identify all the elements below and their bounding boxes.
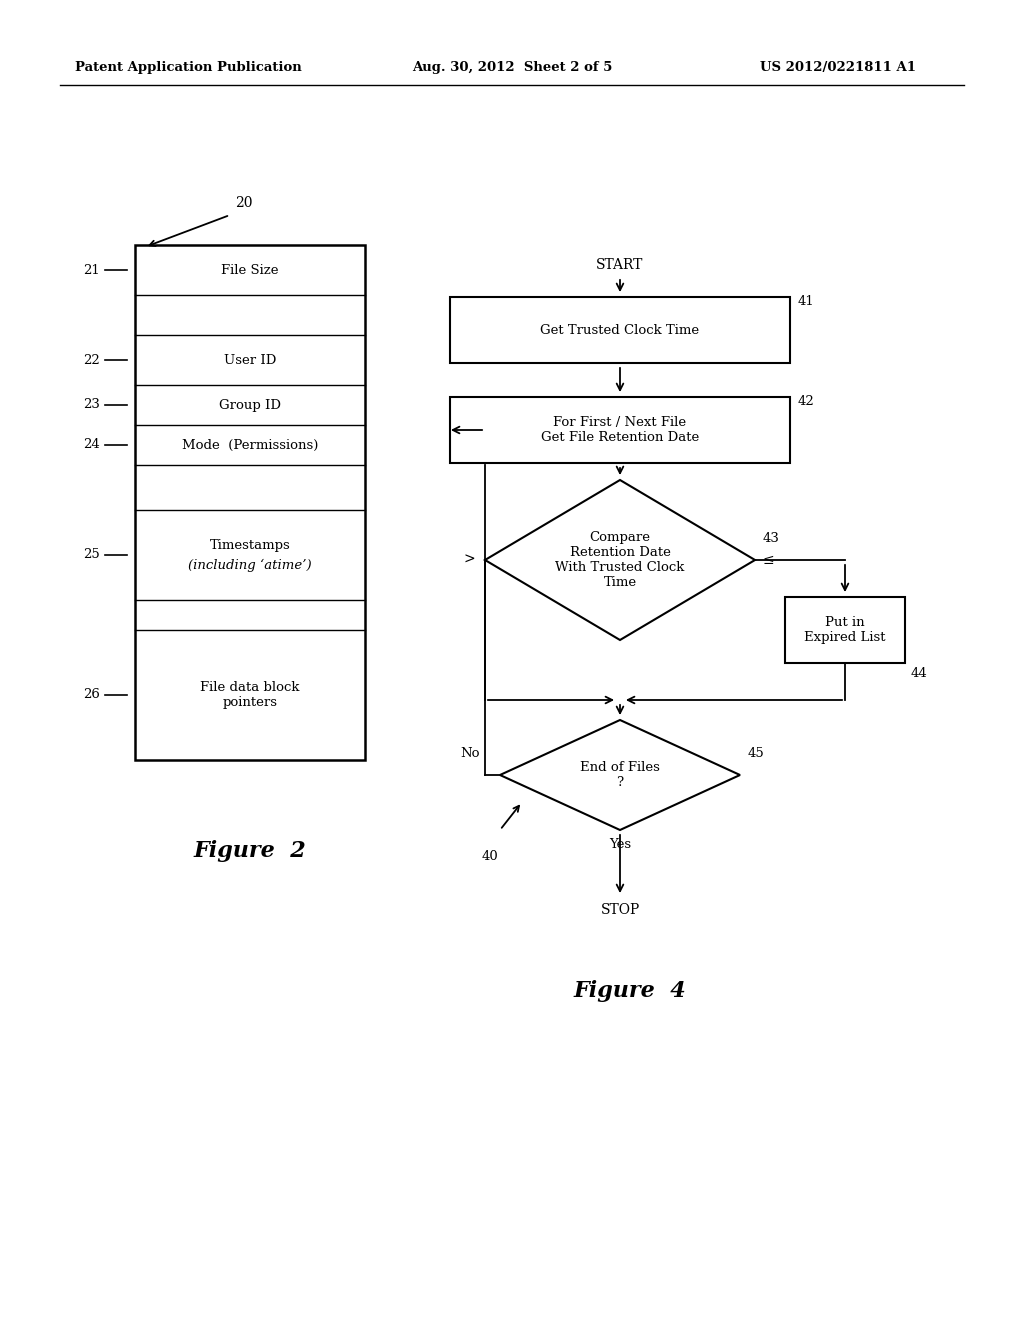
Text: 23: 23 xyxy=(83,399,100,412)
Text: Timestamps: Timestamps xyxy=(210,539,291,552)
Text: STOP: STOP xyxy=(600,903,640,917)
Text: 45: 45 xyxy=(748,747,765,760)
Text: Compare
Retention Date
With Trusted Clock
Time: Compare Retention Date With Trusted Cloc… xyxy=(555,531,685,589)
Text: 24: 24 xyxy=(83,438,100,451)
Text: User ID: User ID xyxy=(224,354,276,367)
Text: 20: 20 xyxy=(234,195,253,210)
Text: 25: 25 xyxy=(83,549,100,561)
Text: Put in
Expired List: Put in Expired List xyxy=(804,616,886,644)
Text: File Size: File Size xyxy=(221,264,279,276)
Text: 26: 26 xyxy=(83,689,100,701)
Text: 44: 44 xyxy=(911,667,928,680)
Text: Figure  2: Figure 2 xyxy=(194,840,306,862)
Text: ≤: ≤ xyxy=(763,553,774,568)
Text: 41: 41 xyxy=(798,294,815,308)
Text: Mode  (Permissions): Mode (Permissions) xyxy=(182,438,318,451)
Text: Patent Application Publication: Patent Application Publication xyxy=(75,62,302,74)
Bar xyxy=(135,246,365,760)
Text: Figure  4: Figure 4 xyxy=(573,979,686,1002)
Text: START: START xyxy=(596,257,644,272)
Text: Get Trusted Clock Time: Get Trusted Clock Time xyxy=(541,323,699,337)
Text: No: No xyxy=(461,747,480,760)
Text: (including ‘atime’): (including ‘atime’) xyxy=(188,558,312,572)
Text: 22: 22 xyxy=(83,354,100,367)
Text: US 2012/0221811 A1: US 2012/0221811 A1 xyxy=(760,62,916,74)
Bar xyxy=(450,397,790,463)
Text: End of Files
?: End of Files ? xyxy=(580,762,659,789)
Text: 21: 21 xyxy=(83,264,100,276)
Bar xyxy=(450,297,790,363)
Text: For First / Next File
Get File Retention Date: For First / Next File Get File Retention… xyxy=(541,416,699,444)
Text: Aug. 30, 2012  Sheet 2 of 5: Aug. 30, 2012 Sheet 2 of 5 xyxy=(412,62,612,74)
Text: Group ID: Group ID xyxy=(219,399,281,412)
Text: >: > xyxy=(464,553,475,568)
Text: 40: 40 xyxy=(481,850,499,863)
Text: 43: 43 xyxy=(763,532,780,545)
Text: Yes: Yes xyxy=(609,838,631,851)
Text: File data block
pointers: File data block pointers xyxy=(201,681,300,709)
Bar xyxy=(785,597,905,663)
Text: 42: 42 xyxy=(798,395,815,408)
